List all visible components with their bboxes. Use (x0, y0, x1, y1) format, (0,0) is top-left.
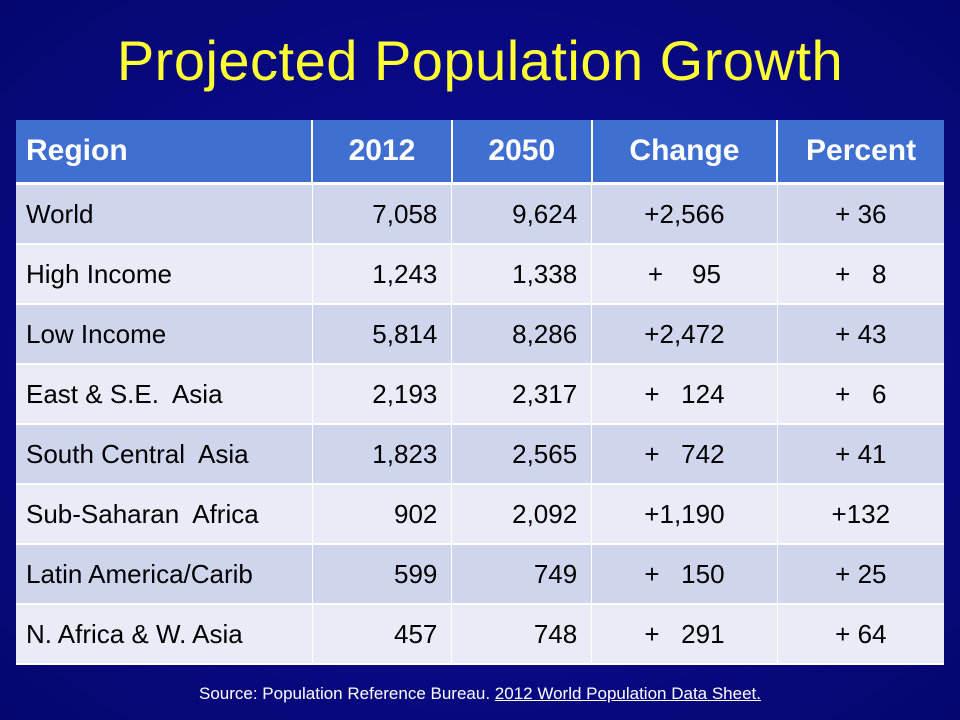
cell-2012: 1,243 (312, 244, 453, 305)
cell-change: + 150 (591, 544, 778, 605)
cell-change: + 95 (591, 244, 778, 305)
cell-region: East & S.E. Asia (16, 364, 313, 425)
cell-2050: 9,624 (451, 183, 593, 245)
cell-2012: 2,193 (312, 364, 453, 425)
cell-percent: + 41 (777, 424, 944, 485)
cell-2050: 2,092 (451, 484, 593, 545)
cell-2012: 7,058 (312, 183, 453, 245)
cell-percent: +132 (777, 484, 944, 545)
cell-change: + 124 (591, 364, 778, 425)
cell-region: High Income (16, 244, 313, 305)
cell-2050: 749 (451, 544, 593, 605)
table-row: South Central Asia 1,823 2,565 + 742 + 4… (16, 424, 944, 485)
header-change: Change (591, 120, 779, 185)
table-row: Latin America/Carib 599 749 + 150 + 25 (16, 544, 944, 605)
cell-2012: 902 (312, 484, 453, 545)
header-2050: 2050 (451, 120, 593, 185)
cell-2050: 2,317 (451, 364, 593, 425)
table-row: Low Income 5,814 8,286 +2,472 + 43 (16, 304, 944, 365)
cell-2050: 8,286 (451, 304, 593, 365)
table-row: High Income 1,243 1,338 + 95 + 8 (16, 244, 944, 305)
cell-2012: 1,823 (312, 424, 453, 485)
slide-title: Projected Population Growth (116, 29, 844, 92)
cell-2050: 2,565 (451, 424, 593, 485)
source-text: Source: Population Reference Bureau. (198, 684, 495, 703)
cell-percent: + 8 (777, 244, 944, 305)
cell-region: Latin America/Carib (16, 544, 313, 605)
source-link[interactable]: 2012 World Population Data Sheet. (494, 684, 761, 703)
cell-percent: + 36 (777, 183, 944, 245)
table-row: Sub-Saharan Africa 902 2,092 +1,190 +132 (16, 484, 944, 545)
cell-change: + 742 (591, 424, 778, 485)
cell-2012: 599 (312, 544, 453, 605)
cell-change: +2,472 (591, 304, 778, 365)
cell-region: N. Africa & W. Asia (16, 604, 313, 665)
source-citation: Source: Population Reference Bureau. 201… (0, 684, 960, 704)
cell-change: +1,190 (591, 484, 778, 545)
cell-percent: + 43 (777, 304, 944, 365)
header-2012: 2012 (312, 120, 453, 185)
table-row: World 7,058 9,624 +2,566 + 36 (16, 183, 944, 245)
table-row: N. Africa & W. Asia 457 748 + 291 + 64 (16, 604, 944, 665)
cell-region: World (16, 183, 313, 245)
header-percent: Percent (777, 120, 944, 185)
population-table: Region 2012 2050 Change Percent World 7,… (16, 120, 944, 665)
cell-2050: 1,338 (451, 244, 593, 305)
cell-region: Low Income (16, 304, 313, 365)
header-region: Region (16, 120, 314, 185)
cell-change: +2,566 (591, 183, 778, 245)
cell-2050: 748 (451, 604, 593, 665)
cell-change: + 291 (591, 604, 778, 665)
cell-percent: + 6 (777, 364, 944, 425)
cell-percent: + 64 (777, 604, 944, 665)
cell-2012: 5,814 (312, 304, 453, 365)
cell-2012: 457 (312, 604, 453, 665)
cell-percent: + 25 (777, 544, 944, 605)
table-header-row: Region 2012 2050 Change Percent (16, 120, 944, 185)
cell-region: South Central Asia (16, 424, 313, 485)
cell-region: Sub-Saharan Africa (16, 484, 313, 545)
table-row: East & S.E. Asia 2,193 2,317 + 124 + 6 (16, 364, 944, 425)
